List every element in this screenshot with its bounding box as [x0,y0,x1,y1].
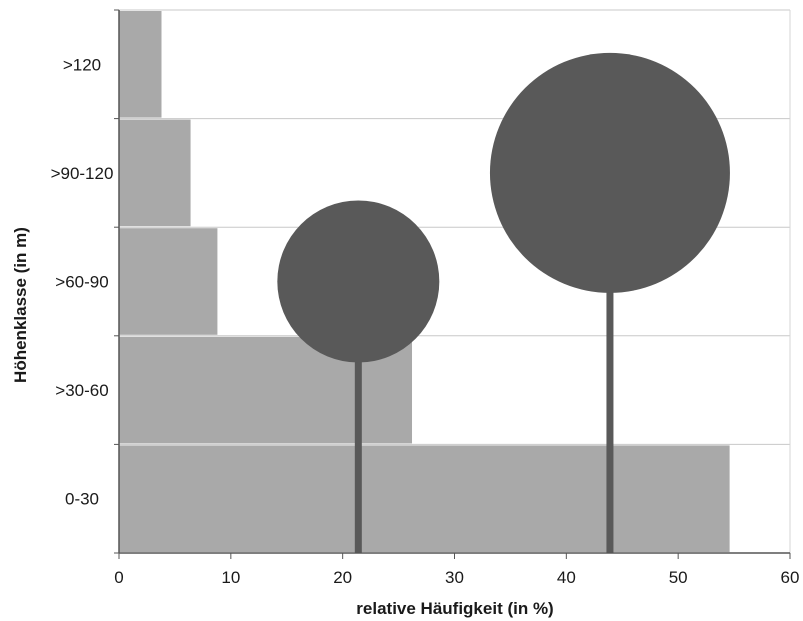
tree-decorations [277,52,730,553]
x-tick-label: 10 [221,568,240,587]
tick-labels: 0 10 20 30 40 50 60 0-30 >30-60 >60-90 >90-120 >120 [51,55,800,587]
y-tick-label: >30-60 [55,381,108,400]
x-tick-label: 30 [445,568,464,587]
gridlines [119,9,791,554]
x-tick-label: 40 [557,568,576,587]
large-tree-crown [489,52,730,293]
y-axis-label: Höhenklasse (in m) [11,227,30,383]
x-axis-label: relative Häufigkeit (in %) [356,599,553,618]
x-tick-label: 0 [114,568,123,587]
axes [114,9,791,559]
x-tick-label: 60 [781,568,800,587]
y-tick-label: >120 [63,55,101,74]
bar->60-90 [119,228,218,335]
bars [119,11,730,552]
small-tree-trunk [354,281,362,553]
bar->90-120 [119,119,191,227]
large-tree-trunk [606,172,614,553]
y-tick-label: 0-30 [65,490,99,509]
bar-0-30 [119,445,730,552]
bar->120 [119,11,162,118]
y-tick-label: >60-90 [55,273,108,292]
x-tick-label: 50 [669,568,688,587]
y-tick-label: >90-120 [51,164,114,183]
small-tree-crown [277,200,440,363]
x-tick-label: 20 [333,568,352,587]
